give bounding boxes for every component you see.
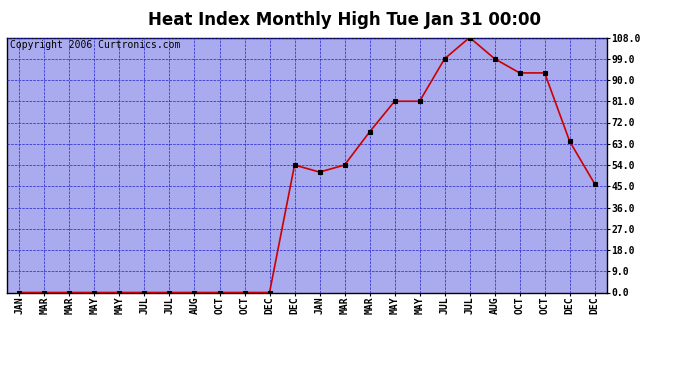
Text: Heat Index Monthly High Tue Jan 31 00:00: Heat Index Monthly High Tue Jan 31 00:00 — [148, 11, 542, 29]
Text: Copyright 2006 Curtronics.com: Copyright 2006 Curtronics.com — [10, 40, 180, 50]
